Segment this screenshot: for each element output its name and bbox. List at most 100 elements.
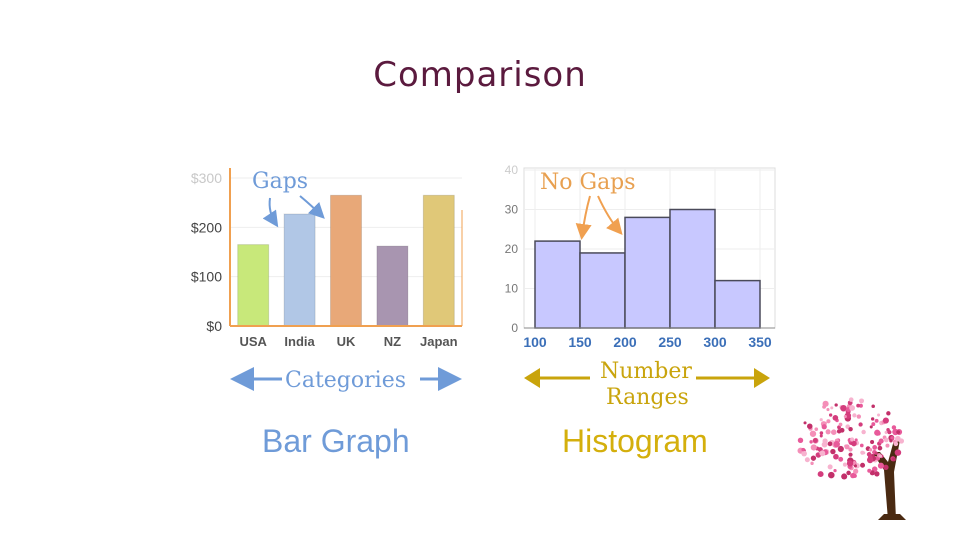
blossom-dot [830, 406, 834, 410]
blossom-dot [860, 450, 865, 455]
blossom-dot [848, 426, 853, 432]
blossom-dot [882, 417, 889, 424]
cherry-blossom-tree-icon [797, 397, 906, 520]
blossom-dot [830, 429, 837, 435]
bar [330, 194, 362, 327]
blossom-dot [801, 450, 807, 457]
blossom-dot [860, 462, 866, 468]
blossom-dot [838, 422, 843, 427]
blossom-dot [893, 441, 899, 447]
bar-graph-label: Bar Graph [262, 423, 410, 459]
blossom-dot [889, 439, 893, 443]
histogram-bar [669, 208, 716, 329]
blossom-dot [872, 445, 878, 450]
blossom-dot [817, 471, 824, 478]
histogram-panel: 0 10 20 30 40 100 150 200 250 300 350 No Gaps Num… [505, 163, 776, 459]
blossom-dot [896, 430, 901, 435]
bar-x-tick-label: Japan [420, 334, 458, 349]
blossom-dot [874, 451, 878, 455]
blossom-dot [874, 429, 881, 436]
blossom-dot [883, 437, 889, 443]
blossom-dot [810, 455, 817, 461]
blossom-dot [883, 464, 889, 471]
slide-title: Comparison [373, 55, 587, 95]
bar [237, 244, 270, 327]
bar [422, 194, 455, 327]
bar [283, 213, 316, 327]
no-gap-arrow-left [575, 195, 592, 240]
blossom-dot [886, 428, 890, 432]
histogram-y-tick-label: 20 [505, 242, 519, 256]
blossom-dot [841, 473, 848, 480]
blossom-dot [836, 429, 842, 434]
histogram-x-tick-label: 350 [748, 334, 772, 350]
bar-y-tick-label: $200 [191, 219, 222, 235]
bar-y-tick-label: $100 [191, 269, 222, 285]
blossom-dot [809, 440, 813, 444]
blossom-dot [801, 447, 805, 452]
bar-bars [237, 194, 455, 327]
blossom-dot [877, 462, 884, 469]
blossom-dot [854, 438, 858, 442]
blossom-dot [819, 431, 824, 435]
blossom-dot [819, 450, 826, 457]
bar-x-tick-labels: USA India UK NZ Japan [239, 334, 457, 349]
blossom-dot [871, 422, 876, 427]
blossom-dot [877, 413, 881, 417]
histogram-label: Histogram [562, 423, 708, 459]
gap-arrow-left [262, 197, 279, 228]
histogram-y-tick-labels: 0 10 20 30 40 [505, 163, 519, 335]
blossom-dot [833, 453, 839, 460]
blossom-dot [819, 418, 823, 422]
histogram-x-tick-label: 200 [613, 334, 637, 350]
blossom-dot [826, 408, 830, 412]
blossom-dot [828, 413, 833, 417]
blossom-dot [828, 471, 835, 479]
blossom-dot [812, 438, 818, 444]
blossom-dot [814, 427, 819, 431]
blossom-dot [859, 398, 865, 404]
blossom-dot [853, 464, 857, 468]
blossom-dot [803, 421, 807, 425]
blossom-dot [874, 418, 879, 423]
blossom-dot [885, 443, 890, 448]
ranges-caption: Ranges [606, 385, 689, 410]
gap-arrow-right [299, 195, 325, 219]
histogram-x-tick-label: 300 [703, 334, 727, 350]
bar-x-tick-label: NZ [384, 334, 401, 349]
bar-x-tick-label: USA [239, 334, 267, 349]
number-caption: Number [600, 359, 692, 384]
histogram-x-tick-label: 250 [658, 334, 682, 350]
no-gap-arrow-right [597, 195, 623, 236]
blossom-dot [826, 419, 831, 424]
blossom-dot [877, 445, 883, 451]
bar-graph-panel: $0 $100 $200 $300 USA India UK NZ Japan Gaps Ca… [191, 168, 463, 459]
blossom-dot [850, 437, 855, 442]
histogram-bar [534, 240, 581, 329]
blossom-dot [859, 443, 864, 448]
bar-y-tick-label: $0 [206, 318, 222, 334]
blossom-dot [837, 425, 841, 430]
blossom-dot [827, 464, 833, 470]
bar-x-tick-label: UK [337, 334, 356, 349]
blossom-dot [844, 444, 848, 448]
blossom-dot [837, 445, 844, 453]
blossom-dot [810, 461, 814, 466]
blossom-dot [819, 434, 823, 438]
histogram-bar [624, 216, 671, 329]
blossom-dot [874, 471, 880, 477]
blossom-dot [822, 400, 829, 407]
blossom-dot [870, 440, 875, 445]
bar [376, 245, 409, 327]
blossom-dot [898, 438, 905, 444]
no-gaps-annotation: No Gaps [540, 170, 636, 195]
blossom-dot [809, 430, 817, 437]
histogram-y-tick-label: 30 [505, 203, 519, 217]
blossom-dot [856, 403, 860, 408]
blossom-dot [846, 460, 854, 467]
blossom-dot [848, 447, 853, 452]
blossom-dot [849, 405, 856, 411]
blossom-dot [830, 448, 836, 455]
blossom-dot [840, 404, 847, 412]
blossom-dot [867, 455, 873, 460]
